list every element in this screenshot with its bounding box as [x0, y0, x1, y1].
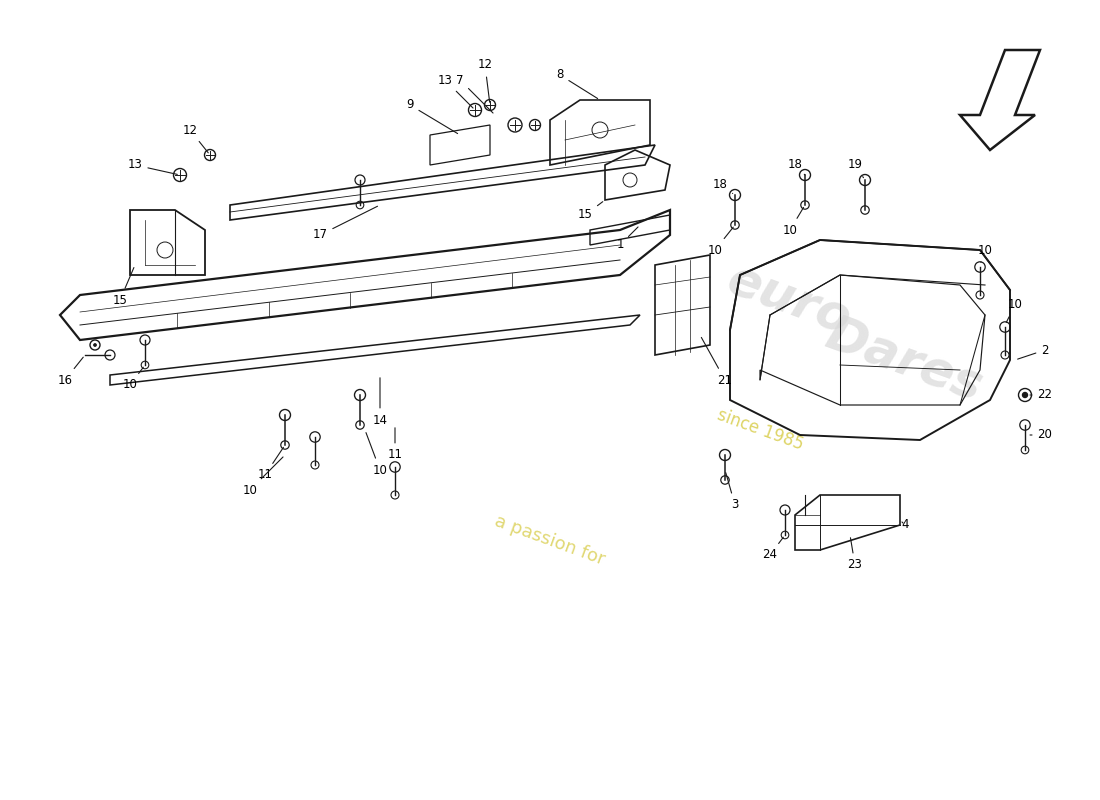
Text: 9: 9 [406, 98, 458, 134]
Text: euro: euro [720, 255, 857, 345]
Text: a passion for: a passion for [493, 512, 607, 568]
Text: since 1985: since 1985 [714, 406, 805, 454]
Text: 18: 18 [788, 158, 805, 175]
Text: 13: 13 [128, 158, 177, 174]
Text: 2: 2 [1018, 343, 1048, 359]
Text: 8: 8 [557, 69, 597, 98]
Text: 10: 10 [243, 457, 283, 497]
Text: 11: 11 [387, 428, 403, 462]
Text: 10: 10 [978, 243, 992, 262]
Text: 19: 19 [847, 158, 864, 178]
Text: 23: 23 [848, 538, 862, 571]
Text: 18: 18 [713, 178, 733, 194]
Text: 10: 10 [782, 207, 804, 237]
Text: 10: 10 [707, 227, 734, 257]
Text: 7: 7 [456, 74, 493, 113]
Text: 17: 17 [312, 206, 377, 242]
Text: 11: 11 [257, 447, 284, 482]
Circle shape [94, 343, 97, 346]
Text: 10: 10 [1006, 298, 1022, 322]
Text: 15: 15 [112, 267, 134, 306]
Text: 12: 12 [183, 123, 208, 153]
Circle shape [1023, 393, 1027, 398]
Text: 13: 13 [438, 74, 473, 108]
Text: 12: 12 [477, 58, 493, 102]
Text: 20: 20 [1030, 429, 1053, 442]
Text: 22: 22 [1030, 389, 1053, 402]
Text: 10: 10 [122, 367, 143, 391]
Text: 4: 4 [901, 518, 909, 531]
Text: 21: 21 [702, 338, 733, 386]
Text: 10: 10 [366, 433, 387, 477]
Text: 15: 15 [578, 202, 603, 222]
Text: Dares: Dares [820, 310, 990, 410]
Text: 16: 16 [57, 357, 84, 386]
Text: 1: 1 [616, 227, 638, 251]
Text: 14: 14 [373, 378, 387, 426]
Text: 3: 3 [726, 473, 739, 511]
Text: 24: 24 [762, 538, 783, 562]
